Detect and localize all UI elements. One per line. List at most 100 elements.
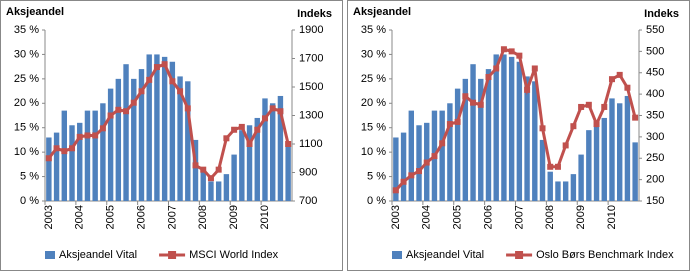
legend-marker <box>515 251 524 259</box>
bar <box>231 154 237 201</box>
x-tick-label: 2005 <box>105 205 117 229</box>
x-tick-label: 2006 <box>135 205 147 229</box>
bar <box>539 139 546 201</box>
legend-swatch <box>45 251 55 259</box>
y-tick-label: 5 % <box>367 170 386 182</box>
y-tick-label: 10 % <box>361 146 386 158</box>
marker <box>184 105 191 112</box>
y2-tick-label: 350 <box>646 109 664 121</box>
bar <box>516 61 523 201</box>
x-tick-label: 2003 <box>390 205 402 229</box>
bar <box>408 110 414 201</box>
marker <box>277 108 284 115</box>
marker <box>578 103 585 110</box>
marker <box>130 99 137 106</box>
marker <box>153 64 160 71</box>
marker <box>69 145 76 152</box>
bar <box>69 125 75 201</box>
marker <box>92 132 99 139</box>
bar <box>501 54 507 201</box>
marker <box>169 78 176 85</box>
marker <box>246 141 253 147</box>
marker <box>585 101 592 108</box>
bar <box>593 125 600 201</box>
y2-tick-label: 700 <box>299 195 317 207</box>
marker <box>400 178 407 185</box>
y-tick-label: 30 % <box>14 48 39 60</box>
y2-tick-label: 500 <box>646 45 664 57</box>
bar <box>46 137 52 201</box>
y-tick-label: 15 % <box>14 122 39 134</box>
marker <box>61 148 68 155</box>
marker <box>562 142 569 149</box>
bar <box>84 110 91 201</box>
bar <box>400 132 407 201</box>
marker <box>416 168 423 175</box>
y2-tick-label: 550 <box>646 24 664 36</box>
marker <box>616 71 623 78</box>
marker <box>161 61 168 68</box>
bar <box>547 171 553 201</box>
marker <box>269 105 276 112</box>
bar <box>601 117 607 201</box>
marker <box>485 74 492 81</box>
bar <box>223 174 230 201</box>
y-tick-label: 5 % <box>20 170 39 182</box>
bar <box>61 110 67 201</box>
y2-tick-label: 400 <box>646 88 664 100</box>
bar <box>454 88 461 201</box>
bar <box>92 110 98 201</box>
y2-axis-title: Indeks <box>644 8 679 20</box>
bar <box>208 181 214 201</box>
marker <box>446 121 453 128</box>
y2-tick-label: 1900 <box>299 24 323 36</box>
y-tick-label: 0 % <box>20 195 39 207</box>
x-tick-label: 2010 <box>259 205 271 229</box>
bar <box>462 78 469 201</box>
bar <box>270 103 276 201</box>
marker <box>215 166 222 173</box>
marker <box>493 65 500 72</box>
bar <box>107 88 114 201</box>
bar <box>532 81 538 201</box>
marker <box>84 132 91 139</box>
marker <box>624 84 631 91</box>
bar <box>161 56 168 201</box>
marker <box>177 88 184 95</box>
y-tick-label: 25 % <box>14 73 39 85</box>
marker <box>500 46 507 53</box>
bar <box>508 56 515 201</box>
x-tick-label: 2008 <box>544 205 556 229</box>
marker <box>462 93 469 100</box>
bar <box>439 110 445 201</box>
y2-tick-label: 450 <box>646 67 664 79</box>
marker <box>531 65 538 72</box>
x-tick-label: 2007 <box>166 205 178 229</box>
bar <box>277 95 284 201</box>
y2-tick-label: 200 <box>646 174 664 186</box>
x-tick-label: 2003 <box>43 205 55 229</box>
marker <box>123 108 130 115</box>
x-tick-label: 2004 <box>74 205 86 229</box>
bar <box>562 181 569 201</box>
marker <box>53 145 60 152</box>
marker <box>608 76 615 83</box>
legend-label: Aksjeandel Vital <box>59 249 137 261</box>
bar <box>138 69 145 201</box>
marker <box>601 103 608 110</box>
y-tick-label: 10 % <box>14 146 39 158</box>
bar <box>617 103 623 201</box>
bar <box>493 54 499 201</box>
bar <box>393 137 399 201</box>
x-tick-label: 2009 <box>575 205 587 229</box>
y2-tick-label: 1100 <box>299 138 323 150</box>
legend-swatch <box>392 251 402 259</box>
legend-marker <box>168 251 177 259</box>
x-tick-label: 2008 <box>197 205 209 229</box>
marker <box>470 99 477 106</box>
y2-tick-label: 1500 <box>299 81 323 93</box>
marker <box>439 140 446 147</box>
bar <box>185 81 191 201</box>
marker <box>508 48 515 55</box>
